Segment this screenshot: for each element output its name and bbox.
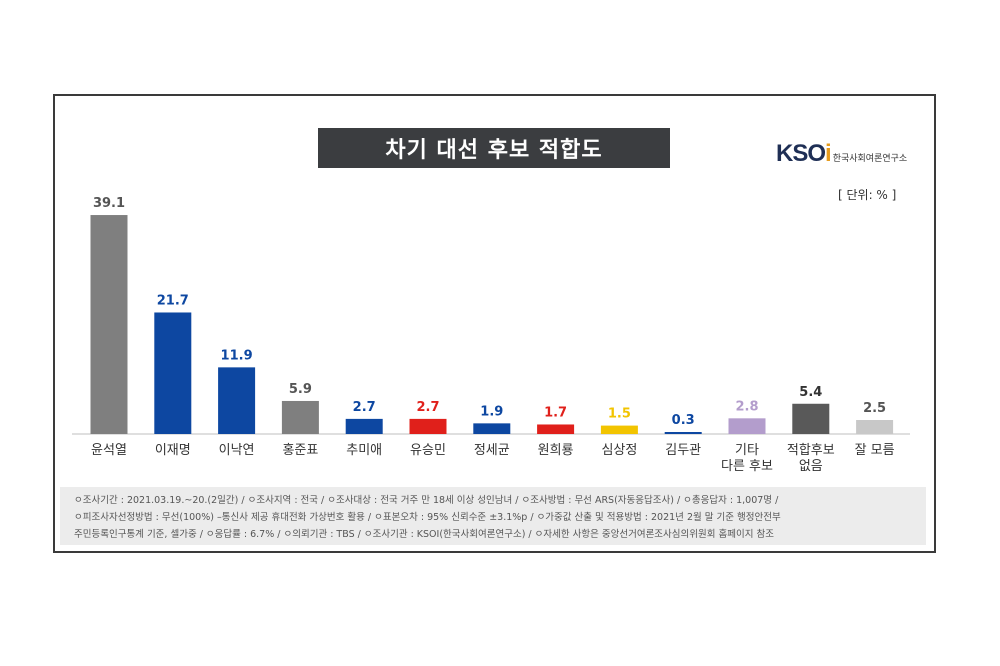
category-label: 이낙연	[219, 443, 255, 458]
category-label: 이재명	[155, 443, 191, 458]
bar	[345, 418, 383, 434]
data-label: 2.7	[353, 400, 376, 415]
data-label: 1.5	[608, 407, 631, 422]
bar	[856, 420, 894, 434]
category-label: 다른 후보	[721, 459, 773, 474]
category-label: 홍준표	[282, 443, 318, 458]
data-label: 1.7	[544, 405, 567, 420]
chart-title: 차기 대선 후보 적합도	[318, 128, 670, 168]
bar	[90, 215, 128, 434]
bar	[154, 312, 192, 434]
bar	[600, 425, 638, 434]
footnote-line-3: 주민등록인구통계 기준, 셀가중 / ㅇ응답률 : 6.7% / ㅇ의뢰기관 :…	[74, 529, 774, 540]
data-label: 21.7	[157, 293, 189, 308]
category-label: 잘 모름	[855, 443, 895, 458]
category-label: 없음	[799, 459, 823, 474]
ksoi-logo: KSOi 한국사회여론연구소	[776, 140, 907, 168]
logo-mark: KSOi	[776, 140, 832, 167]
bar	[537, 424, 575, 434]
logo-org-name: 한국사회여론연구소	[832, 154, 908, 164]
category-label: 원희룡	[538, 443, 574, 458]
bar	[218, 367, 256, 434]
category-label: 추미애	[346, 443, 382, 458]
category-label: 기타	[735, 443, 759, 458]
chart-frame	[53, 94, 936, 553]
data-label: 5.9	[289, 382, 312, 397]
category-label: 윤석열	[91, 443, 127, 458]
category-label: 김두관	[665, 443, 701, 458]
data-label: 2.7	[416, 400, 439, 415]
bar	[728, 418, 766, 434]
unit-label: [ 단위: % ]	[838, 188, 897, 202]
bar	[409, 418, 447, 434]
data-label: 2.5	[863, 401, 886, 416]
footnote-line-1: ㅇ조사기간 : 2021.03.19.~20.(2일간) / ㅇ조사지역 : 전…	[74, 495, 779, 506]
data-label: 5.4	[799, 385, 822, 400]
data-label: 2.8	[735, 399, 758, 414]
bar	[473, 423, 511, 434]
bar	[664, 432, 702, 434]
data-label: 0.3	[672, 413, 695, 428]
footnote-line-2: ㅇ피조사자선정방법 : 무선(100%) –통신사 제공 휴대전화 가상번호 활…	[74, 512, 781, 523]
data-label: 39.1	[93, 196, 125, 211]
bar	[281, 400, 319, 434]
category-label: 적합후보	[787, 443, 835, 458]
category-label: 심상정	[601, 443, 637, 458]
survey-footnote	[60, 487, 926, 545]
category-label: 유승민	[410, 443, 446, 458]
bar-chart: 39.1 윤석열 21.7 이재명 11.9 이낙연 5.9 홍준표 2.7 추미애 2.7 유승민 1…	[72, 196, 910, 474]
data-label: 11.9	[221, 348, 253, 363]
bar	[792, 403, 830, 434]
data-label: 1.9	[480, 404, 503, 419]
category-label: 정세균	[474, 443, 510, 458]
